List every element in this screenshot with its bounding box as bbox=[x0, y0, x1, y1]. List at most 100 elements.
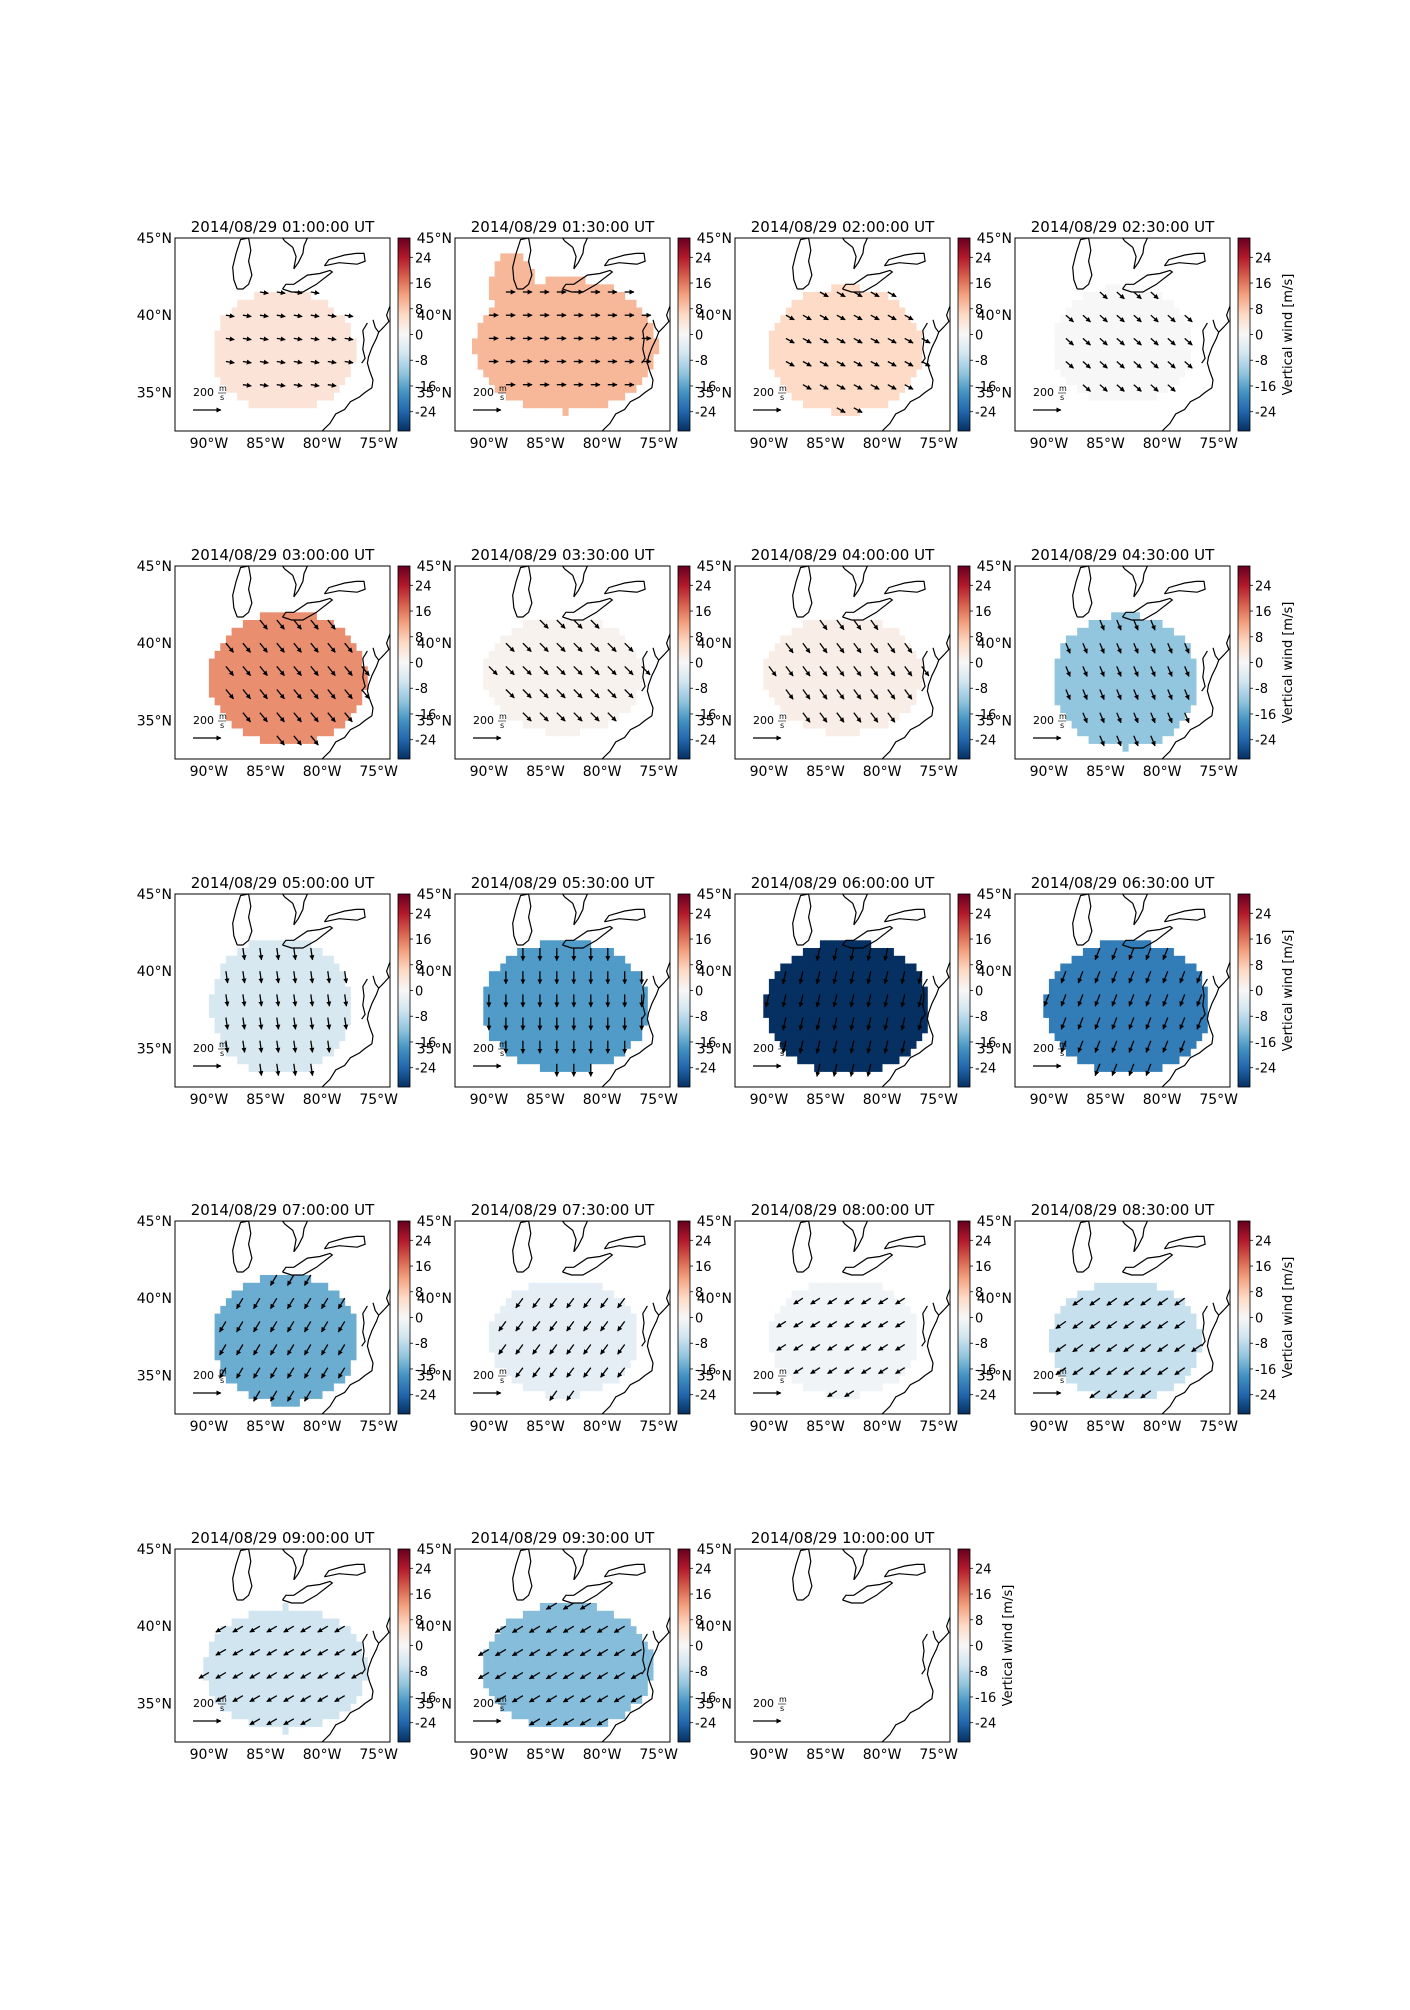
vertical-wind-cell bbox=[836, 292, 843, 301]
vertical-wind-cell bbox=[641, 346, 648, 355]
vertical-wind-cell bbox=[630, 346, 637, 355]
vertical-wind-cell bbox=[299, 643, 306, 652]
wind-vector bbox=[1116, 361, 1125, 369]
vertical-wind-cell bbox=[293, 948, 300, 957]
vertical-wind-cell bbox=[556, 292, 563, 301]
vertical-wind-cell bbox=[791, 299, 798, 308]
vertical-wind-cell bbox=[316, 1025, 323, 1034]
vertical-wind-cell bbox=[1094, 735, 1101, 744]
vertical-wind-cell bbox=[231, 1002, 238, 1011]
vertical-wind-cell bbox=[344, 369, 351, 378]
vertical-wind-cell bbox=[1111, 720, 1118, 729]
wind-vector bbox=[1116, 337, 1125, 346]
vertical-wind-cell bbox=[624, 377, 631, 386]
vertical-wind-cell bbox=[237, 994, 244, 1003]
vertical-wind-cell bbox=[842, 994, 849, 1003]
vertical-wind-cell bbox=[248, 1017, 255, 1026]
vertical-wind-cell bbox=[780, 658, 787, 667]
vertical-wind-cell bbox=[887, 955, 894, 964]
vertical-wind-cell bbox=[556, 643, 563, 652]
vertical-wind-cell bbox=[288, 1009, 295, 1018]
vertical-wind-cell bbox=[231, 705, 238, 714]
vertical-wind-cell bbox=[870, 361, 877, 370]
vertical-wind-cell bbox=[876, 1056, 883, 1065]
vertical-wind-cell bbox=[488, 284, 495, 293]
colorbar-bar bbox=[957, 565, 971, 760]
vertical-wind-cell bbox=[768, 338, 775, 347]
vertical-wind-cell bbox=[1094, 299, 1101, 308]
vertical-wind-cell bbox=[1133, 627, 1140, 636]
vertical-wind-cell bbox=[780, 681, 787, 690]
vertical-wind-cell bbox=[831, 377, 838, 386]
vertical-wind-cell bbox=[1122, 322, 1129, 331]
vertical-wind-cell bbox=[562, 338, 569, 347]
vertical-wind-cell bbox=[310, 948, 317, 957]
vertical-wind-cell bbox=[1088, 643, 1095, 652]
vertical-wind-cell bbox=[539, 697, 546, 706]
vertical-wind-cell bbox=[293, 697, 300, 706]
vertical-wind-cell bbox=[602, 307, 609, 316]
panel-map-area bbox=[1054, 238, 1230, 431]
vertical-wind-cell bbox=[556, 276, 563, 285]
vertical-wind-cell bbox=[534, 978, 541, 987]
vertical-wind-cell bbox=[488, 292, 495, 301]
vertical-wind-cell bbox=[259, 353, 266, 362]
vertical-wind-cell bbox=[288, 681, 295, 690]
vertical-wind-cell bbox=[231, 315, 238, 324]
vertical-wind-cell bbox=[477, 346, 484, 355]
vertical-wind-cell bbox=[556, 377, 563, 386]
vertical-wind-cell bbox=[613, 674, 620, 683]
vertical-wind-cell bbox=[220, 330, 227, 339]
vertical-wind-cell bbox=[585, 338, 592, 347]
vertical-wind-cell bbox=[780, 1033, 787, 1042]
vertical-wind-cell bbox=[1060, 1017, 1067, 1026]
vertical-wind-cell bbox=[282, 978, 289, 987]
x-tick-label: 75°W bbox=[359, 1092, 398, 1108]
vertical-wind-cell bbox=[316, 299, 323, 308]
vertical-wind-cell bbox=[1122, 284, 1129, 293]
vertical-wind-cell bbox=[910, 689, 917, 698]
vertical-wind-cell bbox=[1128, 705, 1135, 714]
vertical-wind-cell bbox=[836, 1009, 843, 1018]
quiver-key-unit-num: m bbox=[499, 1040, 507, 1049]
vertical-wind-cell bbox=[802, 971, 809, 980]
vertical-wind-cell bbox=[511, 674, 518, 683]
vertical-wind-cell bbox=[568, 666, 575, 675]
wind-vector bbox=[836, 384, 846, 390]
vertical-wind-cell bbox=[607, 994, 614, 1003]
vertical-wind-cell bbox=[802, 1009, 809, 1018]
vertical-wind-cell bbox=[305, 377, 312, 386]
vertical-wind-cell bbox=[1065, 307, 1072, 316]
vertical-wind-cell bbox=[220, 361, 227, 370]
vertical-wind-cell bbox=[865, 315, 872, 324]
vertical-wind-cell bbox=[774, 1033, 781, 1042]
vertical-wind-cell bbox=[1128, 643, 1135, 652]
vertical-wind-cell bbox=[1071, 353, 1078, 362]
vertical-wind-cell bbox=[556, 353, 563, 362]
vertical-wind-cell bbox=[568, 276, 575, 285]
vertical-wind-cell bbox=[231, 674, 238, 683]
vertical-wind-cell bbox=[562, 627, 569, 636]
vertical-wind-cell bbox=[344, 674, 351, 683]
vertical-wind-cell bbox=[322, 1017, 329, 1026]
vertical-wind-cell bbox=[870, 971, 877, 980]
vertical-wind-cell bbox=[607, 635, 614, 644]
vertical-wind-cell bbox=[556, 948, 563, 957]
vertical-wind-cell bbox=[590, 299, 597, 308]
vertical-wind-cell bbox=[1065, 705, 1072, 714]
vertical-wind-cell bbox=[774, 369, 781, 378]
colorbar-tick-label: -8 bbox=[415, 1010, 428, 1025]
vertical-wind-cell bbox=[836, 392, 843, 401]
vertical-wind-cell bbox=[271, 1017, 278, 1026]
vertical-wind-cell bbox=[1082, 689, 1089, 698]
wind-vector bbox=[556, 712, 566, 722]
vertical-wind-cell bbox=[1179, 361, 1186, 370]
vertical-wind-cell bbox=[568, 338, 575, 347]
vertical-wind-cell bbox=[791, 705, 798, 714]
vertical-wind-cell bbox=[814, 384, 821, 393]
vertical-wind-cell bbox=[768, 986, 775, 995]
vertical-wind-cell bbox=[1105, 284, 1112, 293]
vertical-wind-cell bbox=[1082, 650, 1089, 659]
vertical-wind-cell bbox=[619, 978, 626, 987]
vertical-wind-cell bbox=[248, 400, 255, 409]
